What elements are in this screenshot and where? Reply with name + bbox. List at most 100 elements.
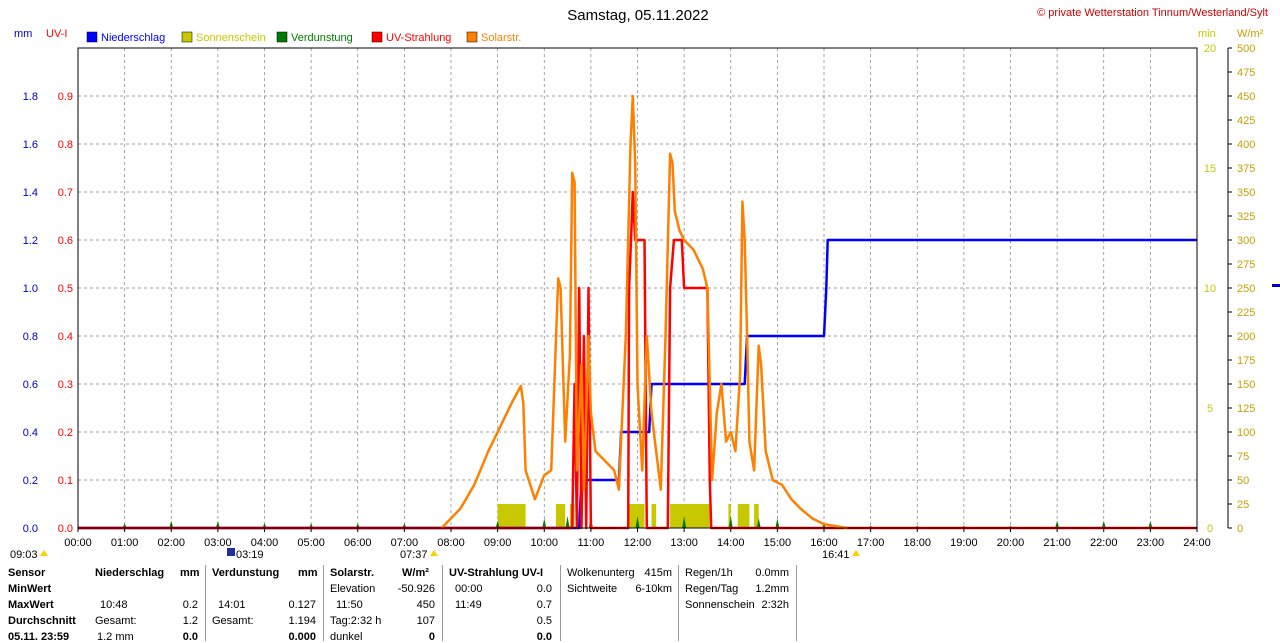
- min-tick-label: 0: [1207, 523, 1213, 535]
- uv-header: UV-Strahlung UV-I: [449, 567, 544, 579]
- uv-max-time: 11:49: [455, 599, 482, 611]
- min-tick-label: 20: [1204, 43, 1216, 55]
- solar-avg-value: 107: [416, 615, 435, 627]
- uv-tick-label: 0.1: [58, 475, 73, 487]
- x-tick-label: 04:00: [251, 537, 279, 549]
- mm-tick-label: 0.6: [23, 379, 38, 391]
- x-tick-label: 19:00: [950, 537, 978, 549]
- niederschlag-header: Niederschlag: [95, 567, 165, 579]
- weather-chart: 00:00 01:00 02:00 03:00 04:00 05:00 06:00 07:00…: [10, 7, 1280, 561]
- wm2-tick-label: 375: [1237, 163, 1255, 175]
- mm-tick-label: 1.2: [23, 235, 38, 247]
- uv-min-value: 0.0: [536, 583, 552, 595]
- x-tick-label: 20:00: [997, 537, 1025, 549]
- sunshine-bar: [728, 504, 731, 528]
- sunset-marker-icon: [852, 550, 860, 556]
- solar-min-label: Elevation: [330, 583, 376, 595]
- x-tick-label: 22:00: [1090, 537, 1118, 549]
- x-tick-label: 00:00: [64, 537, 92, 549]
- wm2-tick-label: 475: [1237, 67, 1255, 79]
- legend-label: UV-Strahlung: [386, 32, 451, 44]
- sunshine-bar: [737, 504, 750, 528]
- mm-tick-label: 1.4: [23, 187, 38, 199]
- solar-last-label: dunkel: [330, 631, 363, 643]
- niederschlag-max-time: 10:48: [100, 599, 128, 611]
- wm2-tick-label: 100: [1237, 427, 1255, 439]
- uv-min-time: 00:00: [455, 583, 483, 595]
- visibility-value: 6-10km: [635, 583, 672, 595]
- x-tick-label: 15:00: [764, 537, 792, 549]
- sunshine-value: 2:32h: [761, 599, 789, 611]
- sunshine-bar: [651, 504, 657, 528]
- x-tick-label: 09:00: [484, 537, 512, 549]
- unit-mm: mm: [14, 28, 32, 40]
- stats-divider: [442, 565, 443, 641]
- solar-line: [440, 94, 848, 530]
- x-tick-label: 11:00: [578, 537, 605, 549]
- niederschlag-last-a: 1.2 mm: [97, 631, 134, 643]
- mm-tick-label: 1.8: [23, 91, 38, 103]
- wm2-tick-label: 450: [1237, 91, 1255, 103]
- unit-min: min: [1198, 28, 1216, 40]
- uv-max-value: 0.7: [536, 599, 552, 611]
- verdunstung-max-value: 0.127: [288, 599, 316, 611]
- sunshine-bars: [497, 504, 759, 528]
- sunrise-time: 09:03: [10, 549, 38, 561]
- verdunstung-last-value: 0.000: [288, 631, 316, 643]
- wm2-tick-label: 200: [1237, 331, 1255, 343]
- uv-tick-label: 0.0: [58, 523, 73, 535]
- cloud-base-label: Wolkenunterg: [567, 567, 635, 579]
- niederschlag-avg-value: 1.2: [182, 615, 198, 627]
- wm2-tick-label: 325: [1237, 211, 1255, 223]
- stats-divider: [796, 565, 797, 641]
- stats-divider: [678, 565, 679, 641]
- cloud-base-value: 415m: [644, 567, 672, 579]
- evaporation-spike: [169, 520, 174, 528]
- moon-marker-icon: [227, 548, 235, 556]
- evaporation-spike: [1148, 520, 1153, 528]
- stats-row-last: 05.11. 23:59: [8, 631, 70, 643]
- uv-tick-label: 0.2: [58, 427, 73, 439]
- sunshine-bar: [628, 504, 645, 528]
- niederschlag-avg-label: Gesamt:: [95, 615, 137, 627]
- x-tick-label: 12:00: [624, 537, 652, 549]
- sunshine-label: Sonnenschein: [685, 599, 755, 611]
- mm-tick-label: 0.8: [23, 331, 38, 343]
- x-tick-label: 06:00: [344, 537, 372, 549]
- dawn-time: 07:37: [400, 549, 428, 561]
- legend-swatch: [466, 31, 478, 43]
- wm2-tick-label: 300: [1237, 235, 1255, 247]
- uv-tick-label: 0.9: [58, 91, 73, 103]
- verdunstung-avg-label: Gesamt:: [212, 615, 254, 627]
- wm2-tick-label: 150: [1237, 379, 1255, 391]
- series-lines: [78, 94, 1197, 530]
- verdunstung-unit: mm: [298, 567, 318, 579]
- x-tick-label: 05:00: [297, 537, 325, 549]
- x-tick-label: 16:00: [810, 537, 838, 549]
- evaporation-spike: [542, 518, 547, 528]
- niederschlag-unit: mm: [180, 567, 200, 579]
- mm-tick-label: 1.0: [23, 283, 38, 295]
- x-tick-label: 21:00: [1043, 537, 1071, 549]
- wm2-tick-label: 275: [1237, 259, 1255, 271]
- stats-row-min: MinWert: [8, 583, 52, 595]
- mm-tick-label: 0.2: [23, 475, 38, 487]
- wm2-tick-label: 175: [1237, 355, 1255, 367]
- legend-swatch: [86, 31, 98, 43]
- uv-avg-value: 0.5: [536, 615, 552, 627]
- min-tick-label: 15: [1204, 163, 1216, 175]
- wm2-tick-label: 400: [1237, 139, 1255, 151]
- uv-tick-label: 0.6: [58, 235, 73, 247]
- verdunstung-avg-value: 1.194: [288, 615, 316, 627]
- evaporation-spike: [1055, 520, 1060, 528]
- legend-swatch: [181, 31, 193, 43]
- evaporation-spike: [756, 518, 761, 528]
- unit-wm2: W/m²: [1237, 28, 1264, 40]
- sunshine-bar: [555, 504, 566, 528]
- wm2-tick-label: 225: [1237, 307, 1255, 319]
- niederschlag-max-value: 0.2: [182, 599, 198, 611]
- evaporation-spike: [728, 516, 733, 528]
- stats-row-sensor: Sensor: [8, 567, 46, 579]
- solar-avg-label: Tag:2:32 h: [330, 615, 382, 627]
- evaporation-spikes: [122, 516, 1153, 528]
